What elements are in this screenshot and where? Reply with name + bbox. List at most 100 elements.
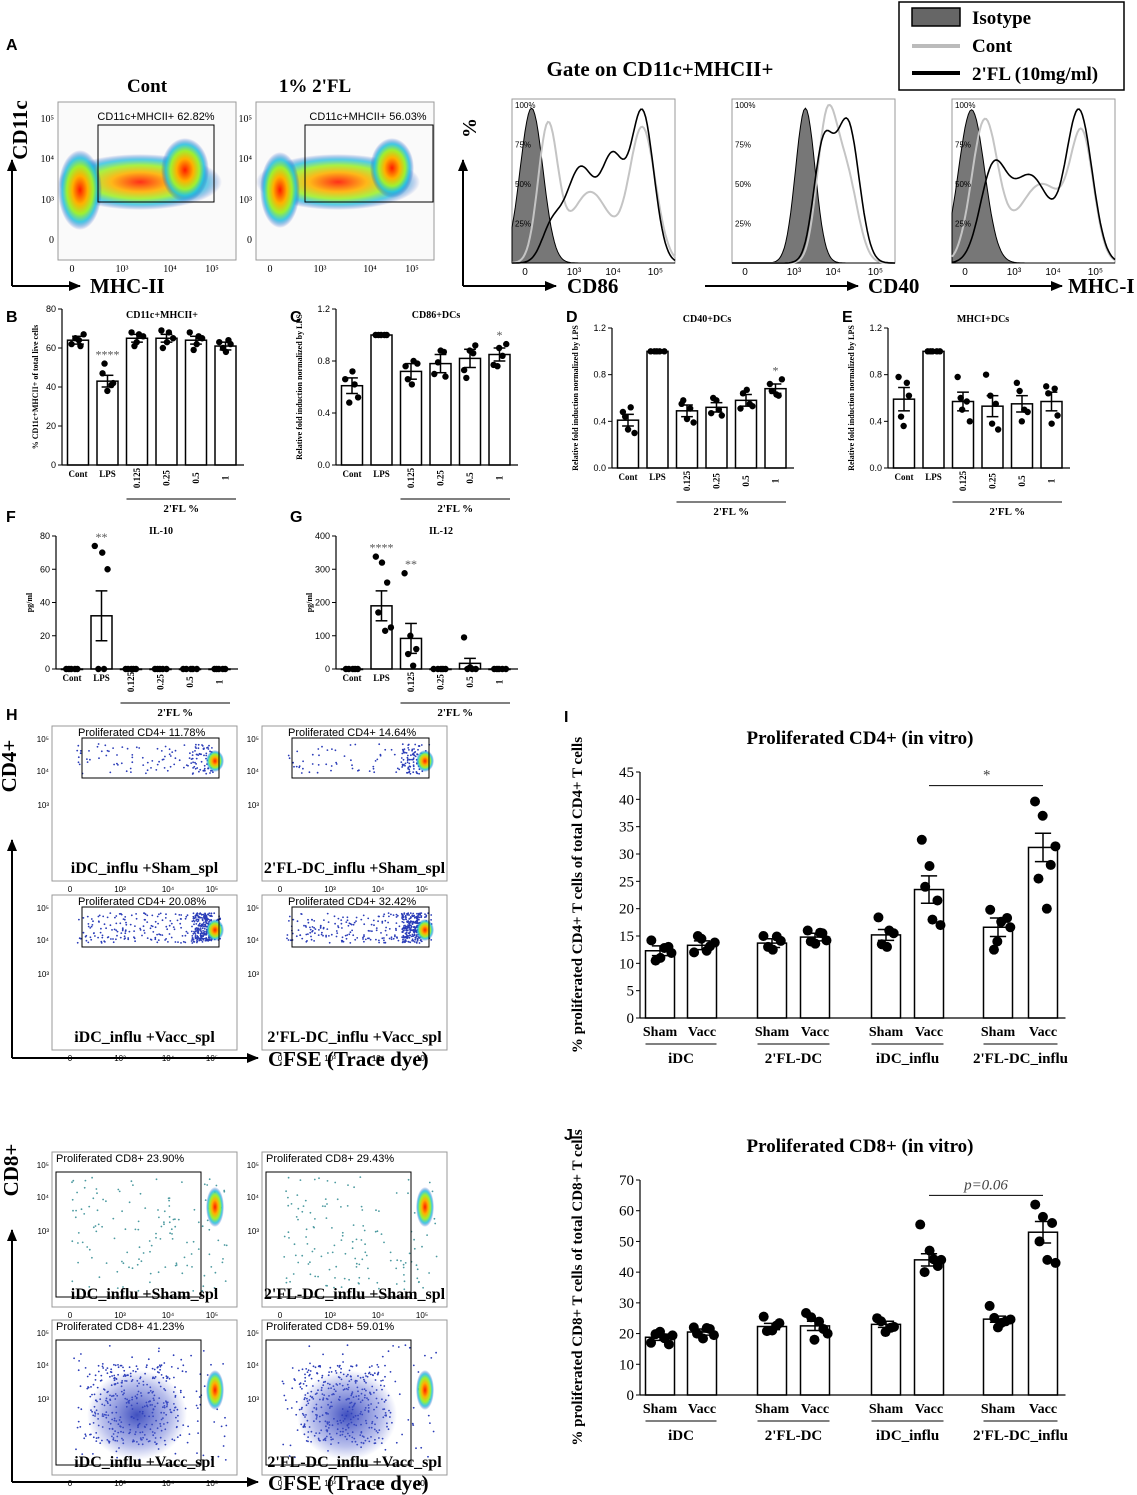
event-dot: [362, 1225, 365, 1227]
event-dot: [72, 1209, 74, 1212]
event-dot: [194, 761, 196, 764]
event-dot: [319, 924, 322, 927]
event-dot: [384, 919, 387, 922]
tick-label: 10⁴: [37, 1361, 50, 1370]
group-label: 2'FL %: [437, 707, 473, 719]
event-dot: [407, 932, 410, 934]
event-dot: [385, 926, 387, 929]
annotation-text: p=0.06: [963, 1177, 1008, 1193]
event-dot: [77, 1420, 80, 1423]
panel-letter-i: I: [564, 709, 568, 726]
sample-label: iDC_influ +Sham_spl: [71, 860, 219, 877]
tick-label: 10³: [41, 195, 54, 206]
data-point: [771, 1320, 782, 1331]
event-dot: [163, 767, 166, 769]
event-dot: [413, 925, 416, 928]
bar: [214, 345, 237, 466]
event-dot: [97, 920, 100, 923]
event-dot: [401, 936, 403, 938]
event-dot: [420, 916, 423, 919]
event-dot: [198, 939, 201, 942]
chart-title: CD11c+MHCII+: [126, 310, 198, 321]
event-dot: [416, 1268, 419, 1271]
data-point: [219, 344, 227, 352]
event-dot: [202, 769, 205, 772]
event-dot: [120, 762, 123, 765]
event-dot: [295, 765, 298, 768]
event-dot: [430, 914, 433, 916]
event-dot: [343, 1277, 346, 1280]
event-dot: [304, 1373, 306, 1376]
event-dot: [341, 936, 344, 939]
event-dot: [165, 925, 168, 928]
tick-label: 10⁴: [37, 767, 50, 776]
event-dot: [224, 1459, 227, 1461]
gate-label: Proliferated CD8+ 59.01%: [266, 1321, 394, 1333]
data-point: [378, 559, 386, 566]
data-point: [1050, 841, 1061, 852]
y-tick-label: 20: [619, 902, 634, 918]
tick-label: 10⁴: [37, 1193, 50, 1202]
event-dot: [177, 1367, 179, 1370]
event-dot: [420, 744, 423, 746]
event-dot: [286, 934, 289, 936]
tick-label: 0: [70, 264, 75, 275]
event-dot: [225, 1244, 228, 1247]
data-point: [707, 409, 715, 417]
event-dot: [71, 1240, 74, 1243]
event-dot: [78, 937, 81, 940]
data-point: [758, 1311, 769, 1322]
data-point: [80, 331, 87, 338]
event-dot: [104, 744, 107, 747]
event-dot: [388, 937, 391, 940]
event-dot: [150, 767, 152, 769]
hist-title: Gate on CD11c+MHCII+: [547, 57, 774, 81]
event-dot: [326, 928, 329, 930]
event-dot: [346, 919, 349, 922]
event-dot: [309, 926, 311, 929]
tick-label: 10⁵: [416, 1054, 428, 1063]
data-point: [460, 366, 468, 374]
event-dot: [292, 1273, 295, 1275]
data-point: [873, 912, 884, 923]
event-dot: [99, 931, 102, 934]
cd4-plot: Proliferated CD4+ 32.42%2'FL-DC_influ +V…: [247, 894, 448, 1063]
event-dot: [183, 1256, 186, 1259]
category-label: Vacc: [801, 1025, 829, 1040]
event-dot: [342, 1361, 344, 1363]
event-dot: [213, 1421, 216, 1423]
event-dot: [88, 1286, 91, 1288]
chart-title: CD86+DCs: [412, 310, 461, 321]
data-point: [375, 331, 382, 339]
event-dot: [395, 913, 398, 916]
panel-letter-b: B: [6, 309, 18, 326]
event-dot: [199, 916, 202, 919]
significance-stars: **: [96, 530, 108, 544]
data-point: [158, 327, 165, 334]
category-label: 0.5: [1017, 475, 1027, 487]
event-dot: [308, 771, 311, 774]
chart-title: MHCI+DCs: [957, 314, 1009, 325]
data-point: [927, 914, 938, 925]
event-dot: [169, 765, 172, 768]
event-dot: [198, 752, 201, 755]
event-dot: [406, 756, 409, 759]
event-dot: [425, 915, 427, 918]
event-dot: [85, 939, 88, 942]
event-dot: [338, 1366, 341, 1368]
event-dot: [412, 1364, 415, 1367]
event-dot: [407, 767, 409, 770]
event-dot: [291, 1367, 294, 1369]
event-dot: [364, 1251, 367, 1254]
event-dot: [380, 1380, 382, 1382]
event-dot: [192, 915, 195, 918]
data-point: [99, 549, 106, 556]
y-tick-label: 0.0: [593, 463, 606, 473]
event-dot: [417, 1371, 420, 1373]
event-dot: [119, 936, 122, 939]
event-dot: [367, 917, 370, 920]
event-dot: [105, 927, 107, 930]
event-dot: [314, 1275, 317, 1278]
event-dot: [326, 1180, 329, 1182]
